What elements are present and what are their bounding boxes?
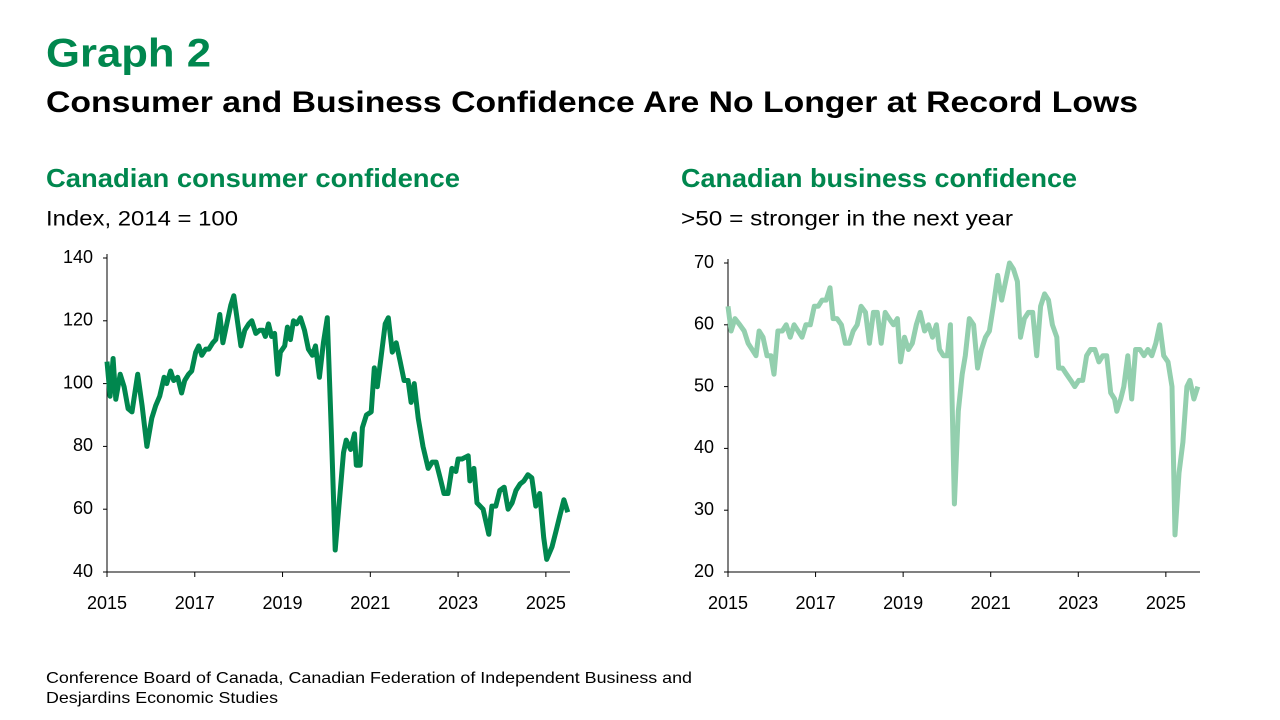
x-tick-label: 2021 [350,593,390,613]
y-tick-label: 40 [73,561,93,581]
y-tick-label: 80 [73,435,93,455]
y-tick-label: 60 [694,314,714,334]
chart-subtitle: Index, 2014 = 100 [46,208,238,231]
y-tick-label: 100 [63,372,93,392]
data-line [725,260,1201,538]
data-line [104,293,571,562]
x-tick-label: 2019 [263,593,303,613]
y-tick-label: 50 [694,375,714,395]
x-tick-label: 2023 [1058,593,1098,613]
x-tick-label: 2025 [526,593,566,613]
x-tick-label: 2017 [796,593,836,613]
x-tick-label: 2019 [883,593,923,613]
x-tick-label: 2015 [87,593,127,613]
x-tick-label: 2023 [438,593,478,613]
x-tick-label: 2021 [971,593,1011,613]
x-tick-label: 2025 [1146,593,1186,613]
y-tick-label: 40 [694,437,714,457]
y-tick-label: 20 [694,561,714,581]
chart-title: Canadian business confidence [681,163,1077,193]
y-tick-label: 30 [694,499,714,519]
x-tick-label: 2015 [708,593,748,613]
graph-label: Graph 2 [46,32,211,76]
y-tick-label: 60 [73,498,93,518]
source-line: Desjardins Economic Studies [46,690,278,707]
y-tick-label: 140 [63,247,93,267]
source-line: Conference Board of Canada, Canadian Fed… [46,670,692,687]
chart-subtitle: >50 = stronger in the next year [681,208,1013,231]
x-tick-label: 2017 [175,593,215,613]
page-title: Consumer and Business Confidence Are No … [46,86,1138,119]
y-tick-label: 70 [694,252,714,272]
chart-title: Canadian consumer confidence [46,163,460,193]
y-tick-label: 120 [63,310,93,330]
